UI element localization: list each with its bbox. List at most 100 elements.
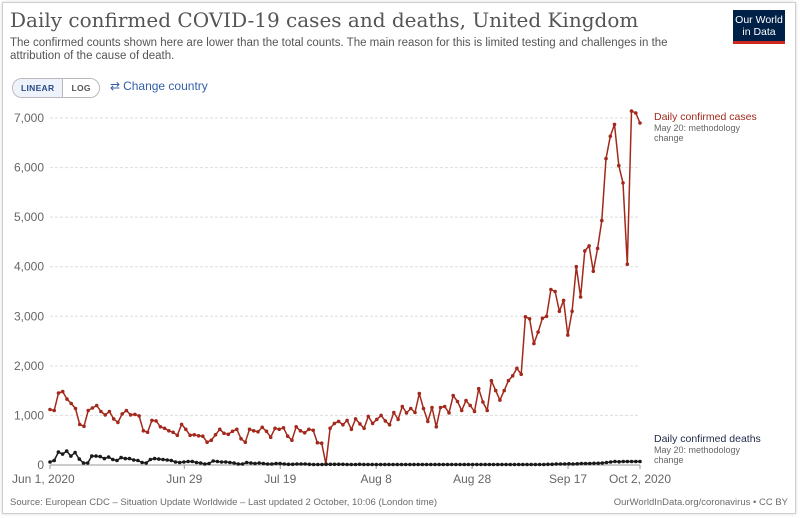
- data-point-cases: [570, 309, 574, 314]
- data-point-deaths: [223, 460, 228, 464]
- data-point-cases: [536, 330, 540, 334]
- data-point-cases: [86, 408, 90, 413]
- data-point-deaths: [583, 461, 588, 466]
- data-point-cases: [175, 433, 180, 438]
- y-tick-label: 6,000: [14, 161, 44, 175]
- data-point-cases: [493, 388, 498, 393]
- data-point-cases: [273, 426, 277, 431]
- data-point-deaths: [638, 459, 642, 464]
- data-point-deaths: [550, 462, 554, 467]
- data-point-cases: [294, 425, 299, 429]
- data-point-deaths: [303, 462, 308, 466]
- data-point-cases: [65, 397, 69, 401]
- data-point-cases: [251, 429, 256, 433]
- data-point-cases: [302, 431, 307, 435]
- data-point-deaths: [504, 462, 508, 467]
- data-point-deaths: [374, 462, 379, 467]
- data-point-deaths: [90, 454, 94, 458]
- data-point-cases: [638, 121, 642, 125]
- data-point-cases: [268, 435, 273, 440]
- data-point-deaths: [449, 462, 454, 467]
- data-point-cases: [600, 218, 604, 223]
- data-point-deaths: [215, 459, 220, 464]
- data-point-cases: [56, 391, 61, 395]
- data-point-cases: [99, 409, 103, 414]
- data-point-deaths: [157, 457, 161, 461]
- data-point-cases: [90, 406, 95, 410]
- data-point-deaths: [613, 459, 617, 464]
- data-point-cases: [260, 425, 265, 430]
- data-point-deaths: [186, 459, 190, 464]
- data-point-cases: [82, 424, 86, 429]
- data-point-deaths: [236, 462, 241, 466]
- data-point-deaths: [420, 462, 425, 467]
- y-tick-label: 3,000: [14, 309, 44, 323]
- change-country-button[interactable]: ⇄ Change country: [110, 78, 208, 94]
- data-point-deaths: [173, 460, 178, 464]
- series-annotation-line2: change: [654, 455, 684, 465]
- data-point-deaths: [228, 460, 232, 465]
- data-point-cases: [409, 406, 413, 411]
- data-point-cases: [290, 438, 294, 443]
- data-point-cases: [188, 433, 192, 438]
- data-point-cases: [239, 436, 243, 441]
- data-point-cases: [544, 314, 549, 319]
- data-point-cases: [387, 423, 392, 427]
- source-note: Source: European CDC – Situation Update …: [10, 497, 438, 508]
- data-point-deaths: [600, 461, 605, 465]
- data-point-deaths: [454, 462, 458, 467]
- data-point-deaths: [525, 462, 529, 467]
- data-point-deaths: [219, 460, 224, 464]
- data-point-cases: [574, 264, 579, 269]
- data-point-deaths: [152, 456, 157, 461]
- data-point-deaths: [148, 457, 153, 462]
- data-point-cases: [298, 429, 303, 433]
- data-point-cases: [396, 417, 400, 422]
- linear-scale-button[interactable]: LINEAR: [13, 79, 64, 97]
- owid-logo[interactable]: Our World in Data: [733, 10, 785, 44]
- data-point-cases: [587, 244, 591, 248]
- data-point-cases: [277, 427, 282, 432]
- data-point-cases: [447, 411, 451, 415]
- data-point-deaths: [119, 455, 123, 460]
- data-point-cases: [578, 295, 583, 299]
- data-point-deaths: [81, 461, 86, 465]
- data-point-cases: [111, 417, 116, 421]
- log-scale-button[interactable]: LOG: [63, 79, 99, 97]
- y-tick-label: 5,000: [14, 210, 44, 224]
- data-point-deaths: [249, 461, 253, 465]
- data-point-deaths: [265, 462, 270, 466]
- data-point-cases: [549, 287, 553, 292]
- data-point-deaths: [437, 462, 441, 467]
- data-point-cases: [141, 429, 146, 433]
- data-point-cases: [77, 422, 82, 427]
- data-point-cases: [184, 427, 188, 432]
- data-point-deaths: [295, 462, 299, 466]
- data-point-deaths: [127, 456, 132, 461]
- data-point-deaths: [207, 461, 211, 466]
- data-point-deaths: [462, 462, 467, 467]
- data-point-deaths: [48, 460, 52, 464]
- data-point-cases: [375, 417, 379, 422]
- x-tick-label: Aug 28: [453, 472, 491, 486]
- data-point-deaths: [516, 462, 521, 467]
- data-point-cases: [205, 440, 209, 445]
- data-point-deaths: [424, 462, 429, 467]
- data-point-deaths: [123, 456, 128, 461]
- data-point-deaths: [429, 462, 433, 467]
- data-point-cases: [52, 408, 56, 413]
- credit-link[interactable]: OurWorldInData.org/coronavirus • CC BY: [613, 497, 788, 508]
- data-point-cases: [417, 391, 422, 396]
- series-label-cases: Daily confirmed cases: [654, 111, 757, 123]
- data-point-cases: [608, 134, 613, 139]
- data-point-cases: [515, 366, 519, 371]
- data-point-cases: [617, 163, 621, 168]
- data-point-cases: [256, 430, 260, 434]
- data-point-cases: [107, 409, 112, 414]
- data-point-cases: [201, 434, 205, 439]
- data-point-deaths: [190, 459, 195, 464]
- x-tick-label: Jun 29: [166, 472, 202, 486]
- data-point-deaths: [412, 462, 416, 467]
- data-point-cases: [73, 406, 78, 411]
